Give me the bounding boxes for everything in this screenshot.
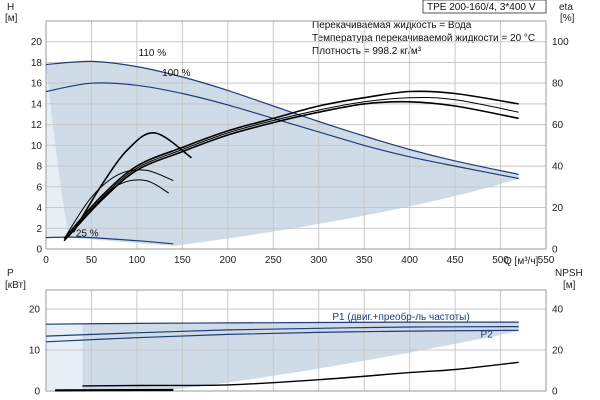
top-plot-frame: [45, 20, 547, 250]
title-box: [422, 0, 547, 14]
q-tick-label: 250: [265, 255, 282, 266]
h-tick-label: 8: [36, 162, 42, 173]
h-tick-label: 6: [36, 182, 42, 193]
h-axis-label: H: [7, 2, 14, 13]
q-tick-label: 150: [174, 255, 191, 266]
npsh-tick-label: 0: [552, 387, 558, 398]
h-tick-label: 4: [36, 203, 42, 214]
eta-tick-label: 100: [552, 37, 569, 48]
h-tick-label: 18: [31, 58, 43, 69]
h-axis-unit: [м]: [5, 13, 18, 24]
operating-range-pale-area: [46, 64, 69, 238]
top-series-line: [72, 132, 192, 233]
p-axis-label: P: [7, 268, 14, 279]
curve-speed-label: 25 %: [76, 229, 99, 240]
p1-series-label: P1 (двиг.+преобр-ль частоты): [332, 311, 469, 323]
eta-tick-label: 20: [552, 203, 564, 214]
bottom-series-line: [45, 326, 519, 337]
q-tick-label: 100: [129, 255, 146, 266]
eta-tick-label: 60: [552, 120, 564, 131]
h-tick-label: 14: [31, 99, 43, 110]
q-tick-label: 300: [310, 255, 327, 266]
q-tick-label: 550: [538, 255, 555, 266]
npsh-axis-label: NPSH: [555, 268, 583, 279]
q-tick-label: 0: [43, 255, 49, 266]
q-tick-label: 500: [492, 255, 509, 266]
bottom-series-line: [45, 329, 519, 343]
eta-axis-unit: [%]: [560, 13, 575, 24]
h-tick-label: 12: [31, 120, 43, 131]
top-series-line: [63, 97, 519, 242]
eta-axis-label: eta: [559, 2, 573, 13]
info-line-1: Перекачиваемая жидкость = Вода: [312, 20, 472, 31]
top-series-line: [63, 90, 519, 240]
curve-speed-label: 110 %: [139, 48, 167, 59]
top-series-line: [68, 179, 169, 237]
p2-series-label: P2: [481, 330, 494, 341]
info-line-3: Плотность = 998.2 кг/м³: [312, 46, 422, 57]
p-axis-unit: [кВт]: [5, 280, 26, 291]
p-tick-label: 20: [29, 305, 41, 316]
npsh-tick-label: 20: [552, 346, 564, 357]
q-axis-label: Q [м³/ч]: [504, 256, 539, 267]
eta-tick-label: 40: [552, 162, 564, 173]
p-tick-label: 10: [29, 346, 41, 357]
q-tick-label: 450: [447, 255, 464, 266]
eta-tick-label: 0: [552, 245, 558, 256]
bottom-plot-frame: [45, 289, 547, 392]
h-tick-label: 0: [36, 245, 42, 256]
h-tick-label: 2: [36, 224, 42, 235]
curve-speed-label: 100 %: [162, 68, 190, 79]
top-series-line: [45, 236, 174, 245]
npsh-axis-unit: [м]: [563, 280, 576, 291]
bottom-grid: [46, 290, 547, 391]
p-tick-label: 0: [34, 387, 40, 398]
npsh-tick-label: 40: [552, 305, 564, 316]
operating-range-area: [46, 61, 519, 246]
q-tick-label: 400: [401, 255, 418, 266]
power-range-pale-area: [46, 322, 83, 390]
top-series-line: [63, 100, 519, 242]
bottom-series-line: [45, 321, 519, 325]
h-tick-label: 20: [31, 37, 43, 48]
title-text: TPE 200-160/4, 3*400 V: [427, 2, 536, 13]
info-line-2: Температура перекачиваемой жидкости = 20…: [312, 33, 535, 44]
h-tick-label: 10: [31, 141, 43, 152]
top-series-line: [45, 60, 519, 175]
q-tick-label: 50: [86, 255, 98, 266]
q-tick-label: 350: [356, 255, 373, 266]
eta-tick-label: 80: [552, 79, 564, 90]
q-tick-label: 200: [219, 255, 236, 266]
h-tick-label: 16: [31, 79, 43, 90]
top-series-line: [63, 169, 174, 239]
bottom-series-line: [82, 361, 519, 387]
